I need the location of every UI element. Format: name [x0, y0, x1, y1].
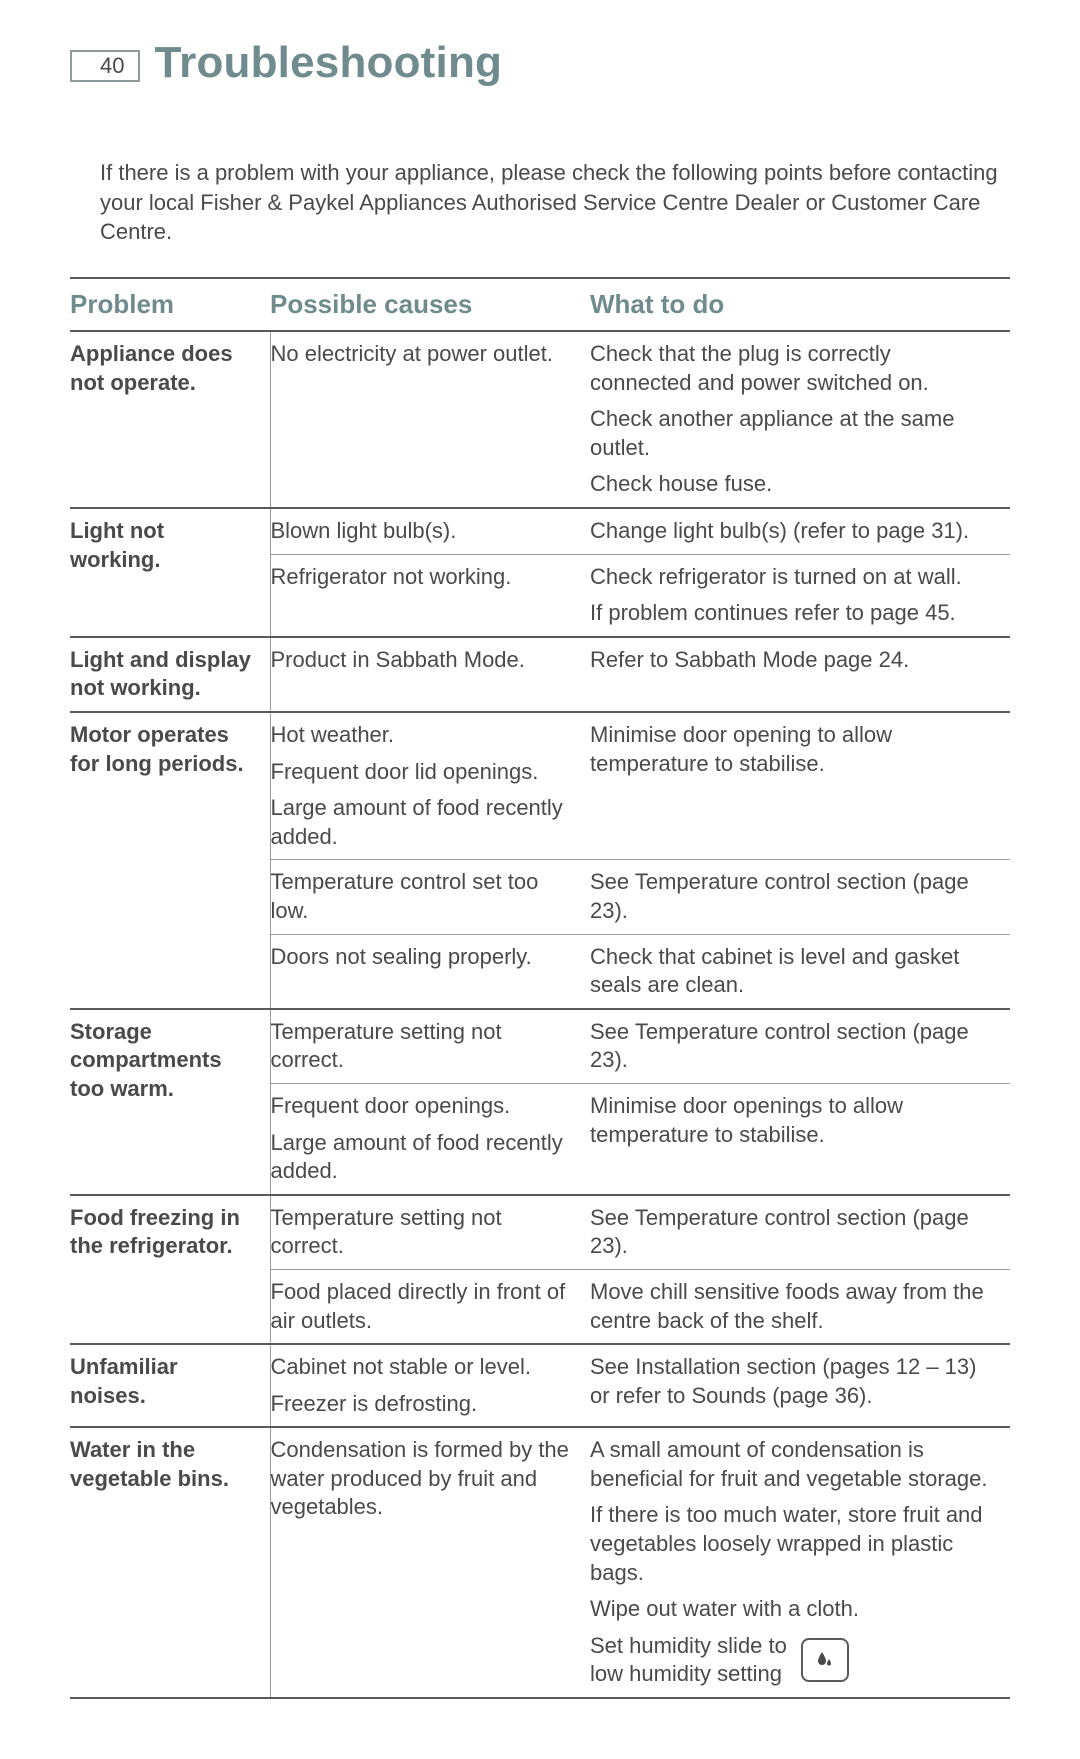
problem-cell: Food freezing in the refrigerator.: [70, 1195, 270, 1344]
problem-cell: Appliance does not operate.: [70, 331, 270, 508]
low-humidity-icon: [801, 1638, 849, 1682]
action-line: Check that the plug is correctly connect…: [590, 340, 996, 397]
action-cell: Change light bulb(s) (refer to page 31).: [590, 508, 1010, 554]
action-cell: A small amount of condensation is benefi…: [590, 1427, 1010, 1698]
cause-cell: Hot weather. Frequent door lid openings.…: [270, 712, 590, 860]
cause-line: Frequent door lid openings.: [271, 758, 577, 787]
action-line: Set humidity slide to low humidity setti…: [590, 1632, 996, 1689]
table-row: Food freezing in the refrigerator. Tempe…: [70, 1195, 1010, 1270]
action-line: Check house fuse.: [590, 470, 996, 499]
action-line: Check refrigerator is turned on at wall.: [590, 563, 996, 592]
action-cell: See Temperature control section (page 23…: [590, 1009, 1010, 1084]
col-header-action: What to do: [590, 278, 1010, 331]
action-cell: Move chill sensitive foods away from the…: [590, 1269, 1010, 1344]
action-cell: Minimise door openings to allow temperat…: [590, 1083, 1010, 1194]
action-line: If problem continues refer to page 45.: [590, 599, 996, 628]
cause-cell: Condensation is formed by the water prod…: [270, 1427, 590, 1698]
problem-cell: Motor operates for long periods.: [70, 712, 270, 1009]
action-line: If there is too much water, store fruit …: [590, 1501, 996, 1587]
problem-cell: Light and display not working.: [70, 637, 270, 712]
table-row: Storage compartments too warm. Temperatu…: [70, 1009, 1010, 1084]
action-cell: See Temperature control section (page 23…: [590, 860, 1010, 934]
problem-cell: Storage compartments too warm.: [70, 1009, 270, 1195]
intro-paragraph: If there is a problem with your applianc…: [100, 158, 1000, 247]
table-row: Light and display not working. Product i…: [70, 637, 1010, 712]
page-title: Troubleshooting: [154, 38, 502, 88]
cause-line: Hot weather.: [271, 721, 577, 750]
action-line: Check another appliance at the same outl…: [590, 405, 996, 462]
action-cell: Refer to Sabbath Mode page 24.: [590, 637, 1010, 712]
problem-cell: Light not working.: [70, 508, 270, 637]
cause-cell: Food placed directly in front of air out…: [270, 1269, 590, 1344]
action-cell: See Temperature control section (page 23…: [590, 1195, 1010, 1270]
cause-cell: Product in Sabbath Mode.: [270, 637, 590, 712]
action-cell: Check that cabinet is level and gasket s…: [590, 934, 1010, 1009]
action-line: Wipe out water with a cloth.: [590, 1595, 996, 1624]
table-row: Water in the vegetable bins. Condensatio…: [70, 1427, 1010, 1698]
cause-line: Freezer is defrosting.: [271, 1390, 577, 1419]
cause-cell: Temperature setting not correct.: [270, 1195, 590, 1270]
cause-cell: Temperature setting not correct.: [270, 1009, 590, 1084]
cause-line: Frequent door openings.: [271, 1092, 577, 1121]
action-line: A small amount of condensation is benefi…: [590, 1436, 996, 1493]
action-text: Set humidity slide to: [590, 1633, 787, 1658]
cause-cell: Doors not sealing properly.: [270, 934, 590, 1009]
cause-line: Large amount of food recently added.: [271, 1129, 577, 1186]
cause-line: Cabinet not stable or level.: [271, 1353, 577, 1382]
action-cell: Check that the plug is correctly connect…: [590, 331, 1010, 508]
action-text: low humidity setting: [590, 1661, 782, 1686]
table-row: Light not working. Blown light bulb(s). …: [70, 508, 1010, 554]
table-row: Motor operates for long periods. Hot wea…: [70, 712, 1010, 860]
col-header-cause: Possible causes: [270, 278, 590, 331]
cause-cell: Cabinet not stable or level. Freezer is …: [270, 1344, 590, 1427]
cause-cell: Refrigerator not working.: [270, 554, 590, 637]
cause-line: Large amount of food recently added.: [271, 794, 577, 851]
cause-cell: Frequent door openings. Large amount of …: [270, 1083, 590, 1194]
cause-cell: Blown light bulb(s).: [270, 508, 590, 554]
problem-cell: Water in the vegetable bins.: [70, 1427, 270, 1698]
table-row: Unfamiliar noises. Cabinet not stable or…: [70, 1344, 1010, 1427]
problem-cell: Unfamiliar noises.: [70, 1344, 270, 1427]
col-header-problem: Problem: [70, 278, 270, 331]
cause-cell: No electricity at power outlet.: [270, 331, 590, 508]
table-row: Appliance does not operate. No electrici…: [70, 331, 1010, 508]
action-cell: See Installation section (pages 12 – 13)…: [590, 1344, 1010, 1427]
troubleshooting-table: Problem Possible causes What to do Appli…: [70, 277, 1010, 1699]
cause-cell: Temperature control set too low.: [270, 860, 590, 934]
action-cell: Minimise door opening to allow temperatu…: [590, 712, 1010, 860]
page-number-badge: 40: [70, 50, 140, 82]
action-cell: Check refrigerator is turned on at wall.…: [590, 554, 1010, 637]
